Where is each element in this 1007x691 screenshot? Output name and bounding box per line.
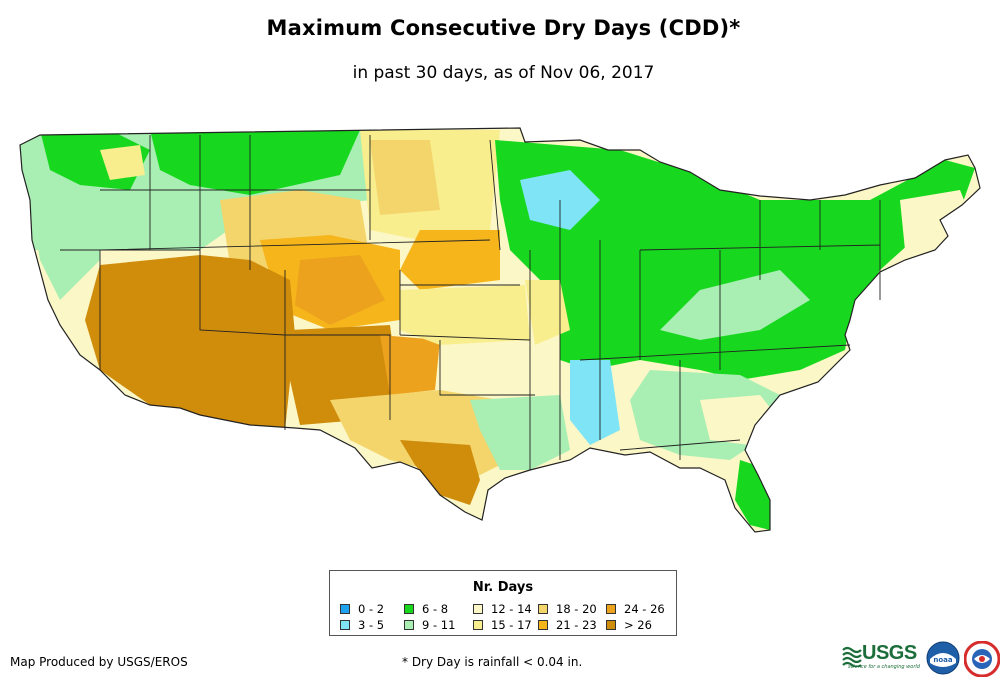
legend-item: 0 - 2 [340,602,384,616]
legend-item: 9 - 11 [404,618,455,632]
legend-swatch [606,604,616,614]
legend-label: 18 - 20 [556,602,597,616]
region-dakotas-18-20 [370,140,440,215]
legend-label: 3 - 5 [358,618,385,632]
nws-logo [964,641,1000,677]
usgs-tagline: science for a changing world [848,664,920,670]
region-florida-6-8 [735,460,770,530]
legend-item: 21 - 23 [538,618,597,632]
legend-swatch [404,604,414,614]
usgs-logo: USGS science for a changing world [842,642,922,672]
region-nw-patch-15-17 [100,145,145,180]
legend-item: 15 - 17 [473,618,532,632]
map-credit: Map Produced by USGS/EROS [10,655,188,669]
legend-title: Nr. Days [472,580,534,595]
legend-label: 15 - 17 [491,618,532,632]
region-east-texas-9-11 [470,395,570,470]
legend-swatch [404,620,414,630]
region-missouri-15-17 [525,280,570,345]
state-borders [60,135,881,470]
legend-swatch [538,604,548,614]
legend-item: 12 - 14 [473,602,532,616]
map-title: Maximum Consecutive Dry Days (CDD)* [266,16,741,40]
legend-label: 21 - 23 [556,618,597,632]
legend-item: 3 - 5 [340,618,384,632]
legend-item: > 26 [606,618,652,632]
legend-item: 6 - 8 [404,602,448,616]
region-kansas-15-17 [400,285,530,345]
region-oregon-coast-9-11 [30,195,100,300]
legend-swatch [340,620,350,630]
legend-label: > 26 [624,618,652,632]
region-montana-6-8 [150,130,360,195]
region-colorado-24-26 [295,255,385,325]
region-east-6-8 [495,140,975,380]
noaa-logo: noaa [926,641,960,675]
region-nebraska-21-23 [400,230,500,290]
usgs-wordmark: USGS [862,642,917,664]
legend-label: 6 - 8 [422,602,449,616]
legend-label: 0 - 2 [358,602,385,616]
region-lower-mississippi-3-5 [570,360,620,445]
region-southwest-over-26 [85,255,295,430]
legend-label: 12 - 14 [491,602,532,616]
region-ohio-valley-9-11 [660,270,810,340]
usgs-wave-icon [842,646,862,667]
dry-day-footnote: * Dry Day is rainfall < 0.04 in. [402,655,583,669]
legend: Nr. Days 0 - 2 3 - 5 6 - 8 9 - 11 12 - 1… [329,570,677,636]
region-panhandle-24-26 [380,335,440,395]
legend-item: 24 - 26 [606,602,665,616]
legend-swatch [606,620,616,630]
legend-label: 9 - 11 [422,618,456,632]
legend-label: 24 - 26 [624,602,665,616]
map-subtitle: in past 30 days, as of Nov 06, 2017 [352,63,655,83]
region-oklahoma-12-14 [440,340,535,400]
legend-swatch [538,620,548,630]
legend-swatch [340,604,350,614]
cdd-regions [20,128,980,532]
region-new-england-12-14 [900,190,970,250]
legend-swatch [473,620,483,630]
legend-item: 18 - 20 [538,602,597,616]
region-south-texas-over-26 [400,440,480,505]
legend-swatch [473,604,483,614]
noaa-wordmark: noaa [933,656,953,664]
